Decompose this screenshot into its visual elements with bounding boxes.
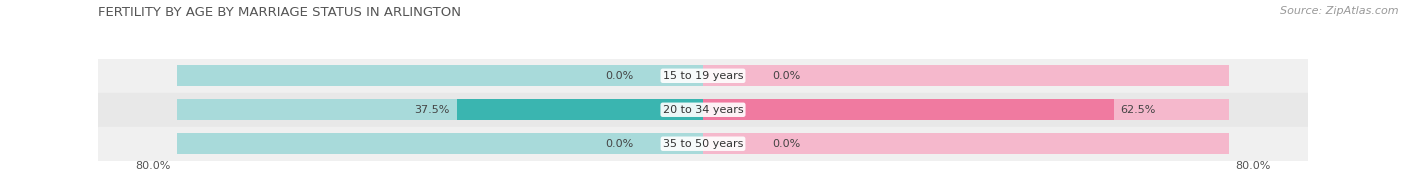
Bar	[98, 127, 1308, 161]
Text: 80.0%: 80.0%	[1236, 161, 1271, 171]
Bar	[457, 99, 703, 120]
Text: FERTILITY BY AGE BY MARRIAGE STATUS IN ARLINGTON: FERTILITY BY AGE BY MARRIAGE STATUS IN A…	[98, 6, 461, 19]
Bar	[98, 93, 1308, 127]
Bar	[640, 133, 703, 154]
Text: 0.0%: 0.0%	[605, 71, 633, 81]
Bar	[703, 99, 1229, 120]
Text: Source: ZipAtlas.com: Source: ZipAtlas.com	[1281, 6, 1399, 16]
Text: 0.0%: 0.0%	[773, 139, 801, 149]
Bar	[177, 133, 703, 154]
Text: 37.5%: 37.5%	[415, 105, 450, 115]
Text: 80.0%: 80.0%	[135, 161, 170, 171]
Bar	[703, 65, 1229, 86]
Bar	[703, 133, 766, 154]
Text: 20 to 34 years: 20 to 34 years	[662, 105, 744, 115]
Text: 15 to 19 years: 15 to 19 years	[662, 71, 744, 81]
Text: 0.0%: 0.0%	[773, 71, 801, 81]
Text: 0.0%: 0.0%	[605, 139, 633, 149]
Text: 35 to 50 years: 35 to 50 years	[662, 139, 744, 149]
Bar	[703, 99, 1114, 120]
Bar	[98, 59, 1308, 93]
Bar	[640, 65, 703, 86]
Bar	[177, 99, 703, 120]
Bar	[703, 133, 1229, 154]
Text: 62.5%: 62.5%	[1121, 105, 1156, 115]
Bar	[703, 65, 766, 86]
Bar	[177, 65, 703, 86]
